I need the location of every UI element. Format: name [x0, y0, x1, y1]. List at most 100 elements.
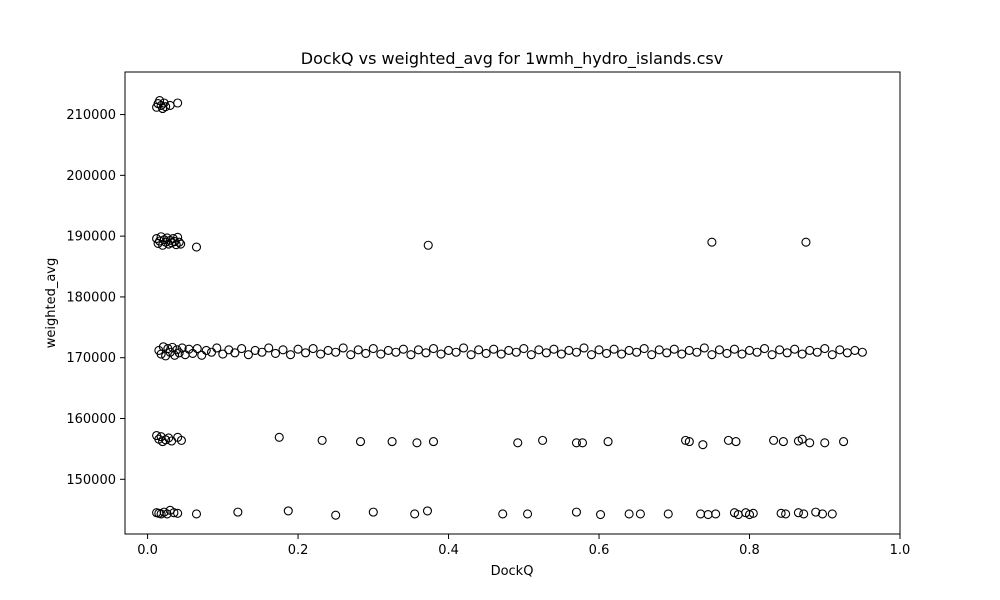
data-point: [541, 348, 551, 358]
data-point: [174, 237, 184, 247]
data-point: [577, 438, 588, 448]
data-point: [839, 437, 849, 447]
data-point: [817, 509, 828, 519]
data-point: [197, 350, 207, 360]
y-tick-label: 150000: [66, 473, 116, 488]
plot-frame: [124, 71, 901, 535]
x-axis-label: DockQ: [491, 564, 534, 579]
data-point: [776, 508, 786, 518]
data-point: [782, 348, 792, 358]
data-point: [233, 507, 243, 517]
data-point: [158, 342, 168, 352]
data-point: [436, 349, 446, 359]
data-point: [459, 343, 469, 353]
data-point: [176, 239, 186, 249]
data-point: [278, 345, 288, 355]
data-point: [595, 509, 606, 520]
data-point: [156, 232, 166, 242]
data-point: [376, 349, 386, 359]
data-point: [496, 349, 506, 359]
data-point: [466, 350, 476, 360]
data-point: [257, 347, 267, 357]
data-point: [161, 102, 171, 112]
data-point: [176, 435, 186, 445]
data-point: [274, 432, 284, 442]
data-point: [594, 345, 604, 355]
data-point: [422, 506, 433, 516]
data-point: [162, 233, 172, 243]
data-point: [169, 508, 179, 518]
data-point: [781, 509, 791, 519]
data-point: [681, 435, 691, 445]
data-point: [767, 350, 777, 360]
data-point: [285, 350, 296, 360]
y-tick-label: 190000: [66, 230, 116, 245]
x-tick-label: 0.4: [438, 543, 459, 558]
data-point: [481, 348, 491, 359]
data-point: [586, 350, 597, 360]
y-tick-label: 210000: [66, 108, 116, 123]
data-point: [174, 348, 184, 358]
data-point: [805, 438, 815, 448]
data-point: [428, 344, 439, 354]
data-point: [707, 237, 717, 247]
y-tick-label: 200000: [66, 169, 116, 184]
data-point: [283, 506, 293, 516]
data-point: [677, 349, 687, 359]
data-point: [711, 509, 721, 519]
data-point: [820, 438, 830, 448]
data-point: [406, 350, 416, 360]
data-point: [451, 347, 461, 357]
data-point: [308, 344, 318, 354]
data-point: [218, 349, 228, 359]
data-point: [775, 345, 785, 355]
data-point: [752, 347, 762, 357]
data-point: [346, 350, 356, 360]
data-point: [398, 344, 408, 354]
data-point: [624, 509, 634, 519]
data-point: [317, 435, 327, 445]
data-point: [201, 345, 211, 355]
data-point: [212, 343, 222, 353]
data-point: [410, 509, 420, 519]
data-point: [522, 509, 533, 519]
data-point: [270, 348, 281, 359]
data-point: [663, 509, 673, 519]
data-point: [571, 347, 582, 357]
data-point: [489, 344, 499, 354]
x-tick-label: 0.2: [288, 543, 309, 558]
data-point: [387, 437, 397, 447]
y-tick-label: 160000: [66, 412, 116, 427]
data-point: [158, 240, 168, 250]
data-point: [801, 237, 811, 247]
data-point: [170, 350, 180, 360]
data-point: [368, 507, 378, 517]
data-point: [857, 347, 867, 357]
data-point: [579, 343, 589, 353]
data-point: [603, 437, 613, 447]
data-point: [526, 350, 536, 360]
data-point: [316, 349, 326, 359]
data-point: [293, 344, 303, 354]
data-point: [820, 344, 830, 354]
data-point: [722, 348, 732, 359]
data-point: [556, 349, 566, 359]
data-point: [571, 438, 582, 448]
data-point: [714, 345, 724, 355]
data-point: [498, 509, 508, 519]
data-point: [173, 508, 183, 518]
data-point: [827, 350, 837, 360]
data-point: [778, 437, 788, 447]
data-point: [799, 509, 809, 519]
data-point: [301, 348, 311, 358]
data-point: [230, 348, 240, 358]
data-point: [797, 349, 807, 359]
x-tick-label: 0.0: [137, 543, 158, 558]
data-point: [155, 96, 165, 106]
data-point: [331, 347, 341, 357]
data-point: [173, 98, 183, 108]
data-point: [835, 345, 845, 355]
data-point: [192, 344, 202, 354]
data-point: [632, 347, 642, 357]
data-point: [250, 345, 260, 355]
